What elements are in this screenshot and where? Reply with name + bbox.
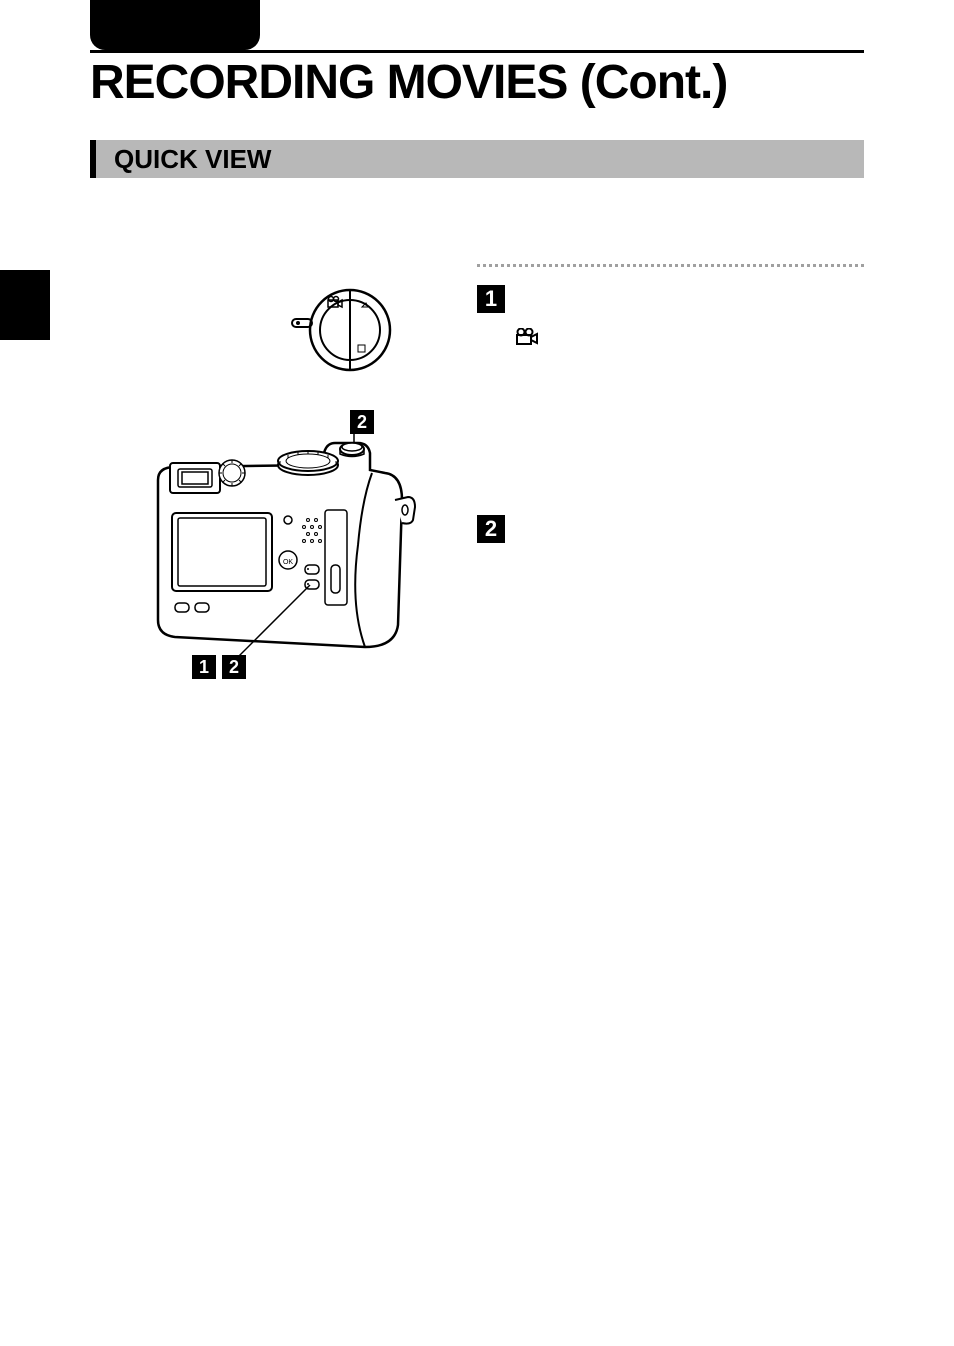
diagram-label-1-bottom: 1 <box>192 655 216 679</box>
top-tab-decoration <box>90 0 260 50</box>
svg-text:OK: OK <box>283 559 293 566</box>
diagram-label-2-bottom: 2 <box>222 655 246 679</box>
top-rule <box>90 50 864 53</box>
step-2-marker: 2 <box>477 515 505 543</box>
section-header: QUICK VIEW <box>90 140 864 178</box>
diagram-label-2-top: 2 <box>350 410 374 434</box>
camera-diagram-area: OK <box>140 275 440 695</box>
mode-dial-illustration <box>290 275 400 385</box>
section-title: QUICK VIEW <box>114 144 271 175</box>
camera-body-illustration: OK <box>140 425 440 675</box>
movie-camera-icon <box>515 328 539 346</box>
side-tab-decoration <box>0 270 50 340</box>
dotted-divider <box>477 264 864 267</box>
step-2-number: 2 <box>477 515 505 543</box>
page-container: RECORDING MOVIES (Cont.) QUICK VIEW <box>0 0 954 1346</box>
step-1-marker: 1 <box>477 285 505 313</box>
page-title: RECORDING MOVIES (Cont.) <box>90 55 727 110</box>
step-1-number: 1 <box>477 285 505 313</box>
